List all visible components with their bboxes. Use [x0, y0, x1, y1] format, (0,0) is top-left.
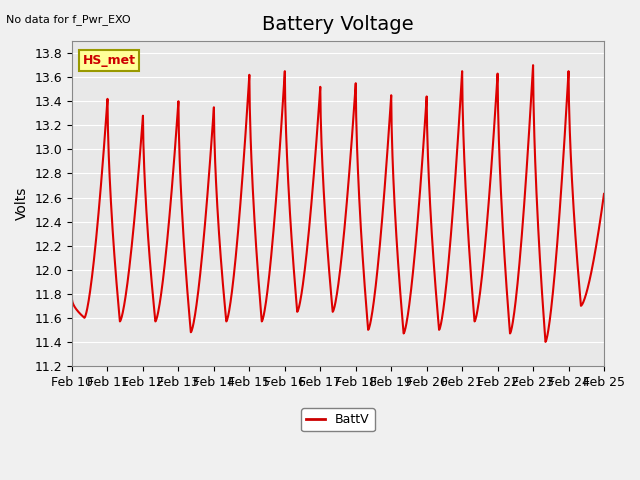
Y-axis label: Volts: Volts	[15, 187, 29, 220]
Legend: BattV: BattV	[301, 408, 374, 431]
Text: HS_met: HS_met	[83, 54, 136, 67]
Text: No data for f_Pwr_EXO: No data for f_Pwr_EXO	[6, 14, 131, 25]
Title: Battery Voltage: Battery Voltage	[262, 15, 414, 34]
